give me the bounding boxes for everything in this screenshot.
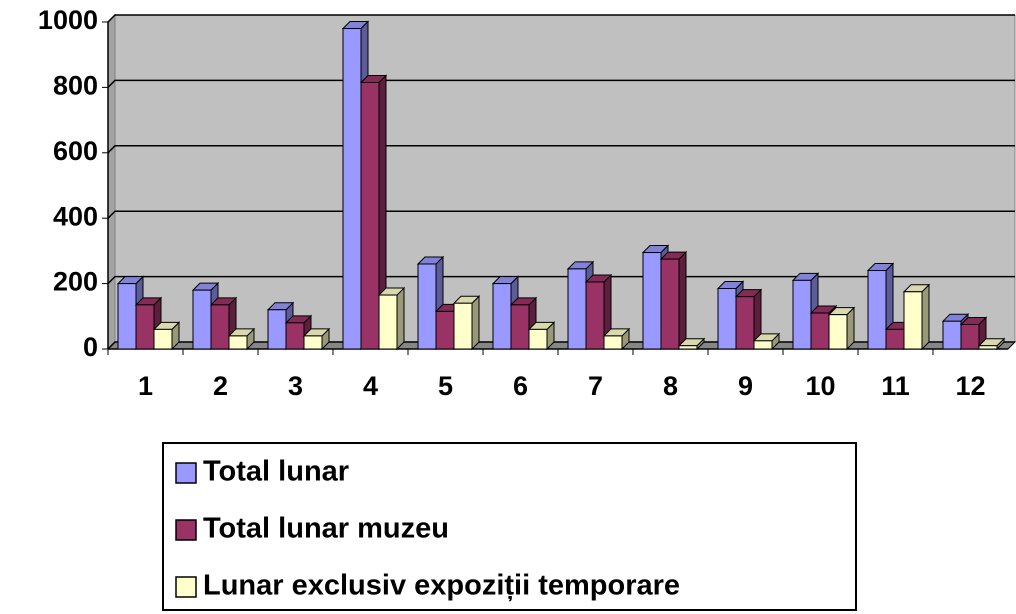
bar — [885, 328, 905, 350]
bar — [153, 328, 173, 350]
bar-side — [678, 250, 687, 351]
bar — [228, 335, 248, 350]
bar — [753, 340, 773, 350]
bar — [528, 328, 548, 350]
x-tick-label: 5 — [438, 371, 453, 401]
side-wall — [107, 13, 116, 351]
x-tick-label: 3 — [288, 371, 303, 401]
x-tick-label: 9 — [738, 371, 753, 401]
legend-box — [162, 442, 857, 611]
grid-line — [107, 145, 1015, 154]
bar — [978, 345, 998, 350]
x-tick-label: 6 — [513, 371, 528, 401]
x-tick-label: 4 — [363, 371, 378, 401]
bar — [867, 270, 887, 350]
x-tick-label: 11 — [881, 371, 910, 401]
y-tick-label: 400 — [53, 201, 98, 231]
legend-label: Total lunar — [203, 456, 349, 488]
bar — [135, 304, 155, 350]
bar — [717, 288, 737, 350]
y-tick-label: 200 — [53, 267, 98, 297]
grid-line — [107, 275, 1015, 285]
bar — [735, 296, 755, 350]
bar — [342, 28, 362, 350]
bar — [192, 289, 212, 350]
bar — [285, 322, 305, 350]
y-tick-label: 600 — [53, 136, 98, 166]
bar — [603, 335, 623, 350]
bar — [360, 81, 380, 350]
y-tick-label: 1000 — [38, 5, 98, 35]
grid-line — [107, 341, 1015, 350]
bar — [960, 323, 980, 350]
legend-label: Total lunar muzeu — [203, 513, 449, 545]
legend-label: Lunar exclusiv expoziții temporare — [203, 570, 680, 602]
y-tick-label: 0 — [83, 332, 98, 362]
y-tick-label: 800 — [53, 71, 98, 101]
bar — [378, 294, 398, 350]
grid-line — [107, 14, 1015, 23]
bar — [435, 310, 455, 350]
bar — [267, 309, 287, 350]
bar — [492, 283, 512, 350]
x-tick-label: 10 — [805, 371, 835, 401]
x-tick-label: 12 — [955, 371, 985, 401]
bar — [510, 304, 530, 350]
bar-side — [396, 286, 405, 351]
legend-swatch — [175, 519, 197, 541]
x-tick-label: 1 — [138, 371, 153, 401]
bar — [567, 268, 587, 350]
bar — [903, 291, 923, 350]
bar — [117, 283, 137, 350]
legend-swatch — [175, 462, 197, 484]
bar — [417, 263, 437, 350]
x-tick-label: 7 — [588, 371, 603, 401]
bar — [642, 252, 662, 350]
bar — [453, 302, 473, 350]
x-tick-label: 8 — [663, 371, 678, 401]
bar — [942, 320, 962, 350]
grid-line — [107, 210, 1015, 219]
bar — [210, 304, 230, 350]
back-wall — [114, 14, 1016, 343]
bar — [828, 314, 848, 350]
bar — [585, 281, 605, 350]
grid-line — [107, 79, 1015, 88]
bar — [810, 312, 830, 350]
bar-side — [471, 295, 480, 351]
bar — [678, 345, 698, 350]
x-tick-label: 2 — [213, 371, 228, 401]
bar — [660, 258, 680, 350]
legend-swatch — [175, 576, 197, 598]
bar — [792, 279, 812, 350]
bar — [303, 335, 323, 350]
bar-side — [921, 283, 930, 351]
